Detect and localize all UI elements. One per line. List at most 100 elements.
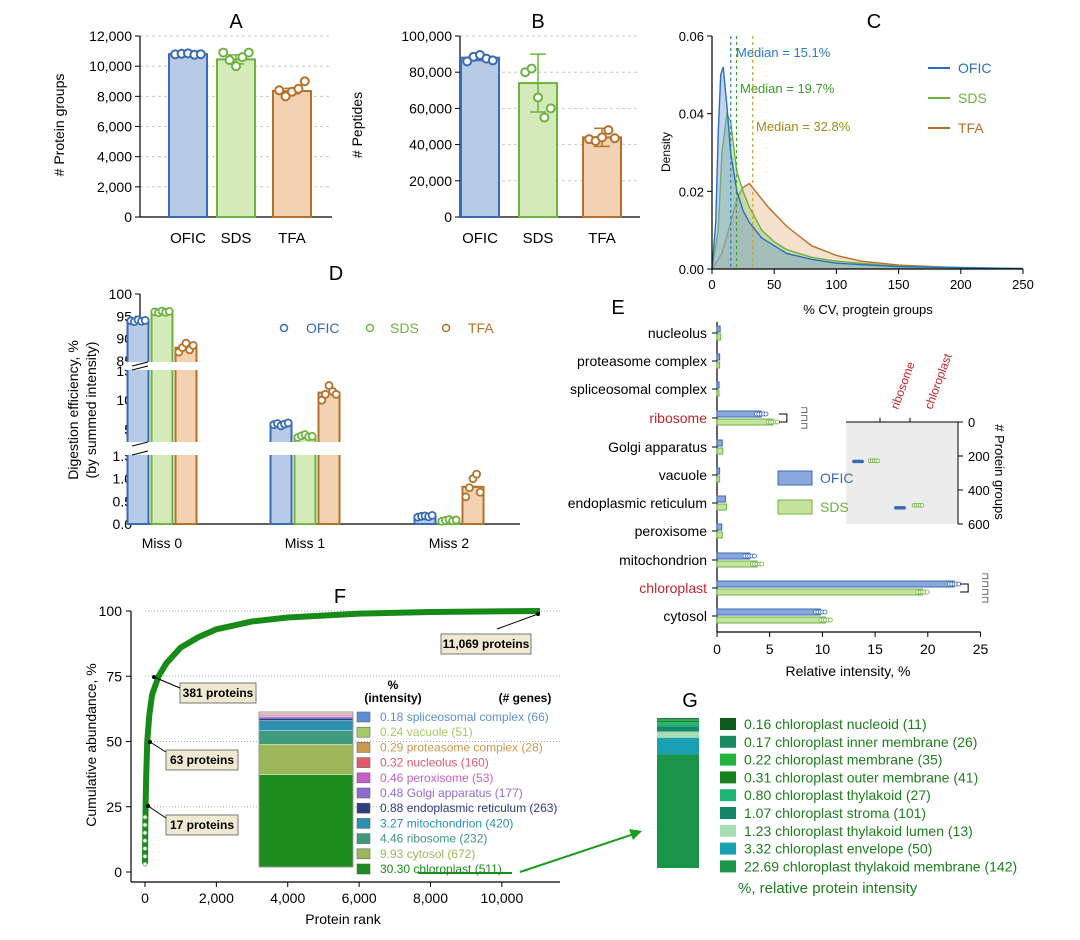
panel-f-ytick-label: 25 [106,799,122,815]
panel-g-letter: G [682,690,698,712]
panel-e-category-label: chloroplast [639,580,707,596]
panel-d-data-point [164,307,174,316]
annotation-arrow [147,805,167,819]
inset-point-sds [919,503,925,508]
panel-d-data-point [427,510,437,520]
panel-a-bar-tfa [272,90,312,218]
panel-d-data-point [320,389,330,399]
stack-segment-g [657,722,699,727]
inset-point-sds [875,458,881,463]
stack-legend-swatch [356,757,371,768]
stack-segment-g [657,718,699,720]
panel-a: A # Protein groups [51,11,243,176]
annotation-arrow [153,676,181,689]
density-area-tfa [712,183,1023,269]
stack-segment-g [657,718,699,719]
panel-a-ytick-label: 8,000 [97,88,132,104]
panel-b-data-point [545,103,556,114]
panel-e-xtick-label: 0 [713,641,721,657]
panel-d-bar-ofic [269,422,293,525]
panel-e-bar-sds [716,616,827,624]
legend-swatch-g [720,789,736,802]
panel-f-low-point [142,846,148,851]
legend-swatch-g [720,807,736,819]
panel-f-xtick-label: 6,000 [342,890,377,906]
panel-e-category-label: spliceosomal complex [570,381,707,397]
density-line-tfa [711,182,1024,270]
panel-a-data-point [293,83,304,94]
panel-d-ylabel-line1: Digestion efficiency, % [65,340,81,480]
panel-c-ytick-label: 0.06 [679,29,704,44]
panel-d-bar-sds [150,310,174,525]
stack-legend-swatch [356,726,371,738]
stack-segment [258,720,354,731]
panel-e-category-label: cytosol [663,608,707,624]
panel-c-ytick-label: 0.04 [679,107,704,122]
panel-a-data-point [274,85,285,96]
stack-legend-swatch [356,818,371,829]
panel-e-bar-sds [716,588,924,596]
significance-mark: ⊓⊓⊓ [798,406,809,429]
legend-label-g: 0.31 chloroplast outer membrane (41) [744,769,978,785]
panel-e-bar-ofic [716,580,955,588]
legend-swatch-g [720,860,736,873]
stack-legend-swatch [356,742,371,753]
stack-segment-g [657,720,699,723]
panel-a-ytick-label: 0 [124,209,132,225]
panel-f-letter: F [334,586,346,608]
panel-a-xtick-label-tfa: TFA [278,230,306,247]
panel-c-xtick-label: 250 [1012,277,1034,292]
panel-c-xtick-label: 200 [950,277,972,292]
panel-d-xtick-label: Miss 1 [285,535,326,551]
inset-ylabel: # Protein groups [992,424,1007,520]
stack-legend-label: 0.18 spliceosomal complex (66) [380,710,549,724]
panel-e-data-point [763,411,769,417]
panel-a-ytick-label: 12,000 [89,28,132,44]
panel-a-bar-sds [216,58,256,218]
panel-f-xtick-label: 4,000 [270,890,305,906]
inset-ytick-label: 200 [968,449,990,464]
annotation-box [165,749,239,771]
panel-c-xtick-label: 150 [888,277,910,292]
legend-swatch-sds-e [777,499,813,515]
panel-e-bar-sds [716,333,722,341]
panel-b-data-point [533,92,543,103]
median-label-tfa: Median = 32.8% [756,119,851,134]
stack-segment-g [657,737,699,755]
panel-b-ytick-label: 40,000 [409,137,452,153]
panel-b-ytick-label: 60,000 [409,100,452,116]
panel-e-data-point [924,589,930,595]
significance-mark: ⊓⊓⊓⊓ [979,572,990,603]
stack-legend-label: 0.48 Golgi apparatus (177) [380,786,523,800]
panel-e-bar-ofic [716,608,821,616]
panel-e-letter: E [611,297,624,319]
legend-label-tfa: TFA [958,120,984,136]
panel-e-bar-ofic [716,495,726,503]
panel-e-data-point [752,553,757,559]
panel-d-break-mark [131,441,149,447]
panel-a-data-point [237,52,248,63]
panel-b-letter: B [531,11,544,33]
inset-point-ofic [902,506,906,510]
stack-segment [258,717,354,721]
annotation-box [179,682,257,704]
panel-e-bar-sds [716,418,774,426]
panel-f-low-point [142,861,148,867]
panel-d-data-point [307,431,317,441]
panel-f-ylabel: Cumulative abundance, % [83,663,99,826]
stack-legend-label: 0.46 peroxisome (53) [380,771,493,785]
panel-a-bar-ofic [168,53,208,218]
panel-e-data-point [759,561,765,567]
panel-b-data-point [539,112,550,123]
panel-f-xtick-label: 2,000 [199,890,234,906]
panel-c-xtick-label: 100 [826,277,848,292]
panel-e-bar-ofic [716,523,723,531]
stack-legend-swatch [356,833,371,844]
panel-d-bar-ofic [126,319,150,525]
legend-label-g: 1.07 chloroplast stroma (101) [744,805,926,821]
panel-e-data-point [822,609,828,615]
panel-e-bar-sds [716,447,724,455]
panel-e-bar-sds [716,503,727,511]
panel-d-xtick-label: Miss 0 [142,535,183,551]
annotation-box [440,633,532,655]
